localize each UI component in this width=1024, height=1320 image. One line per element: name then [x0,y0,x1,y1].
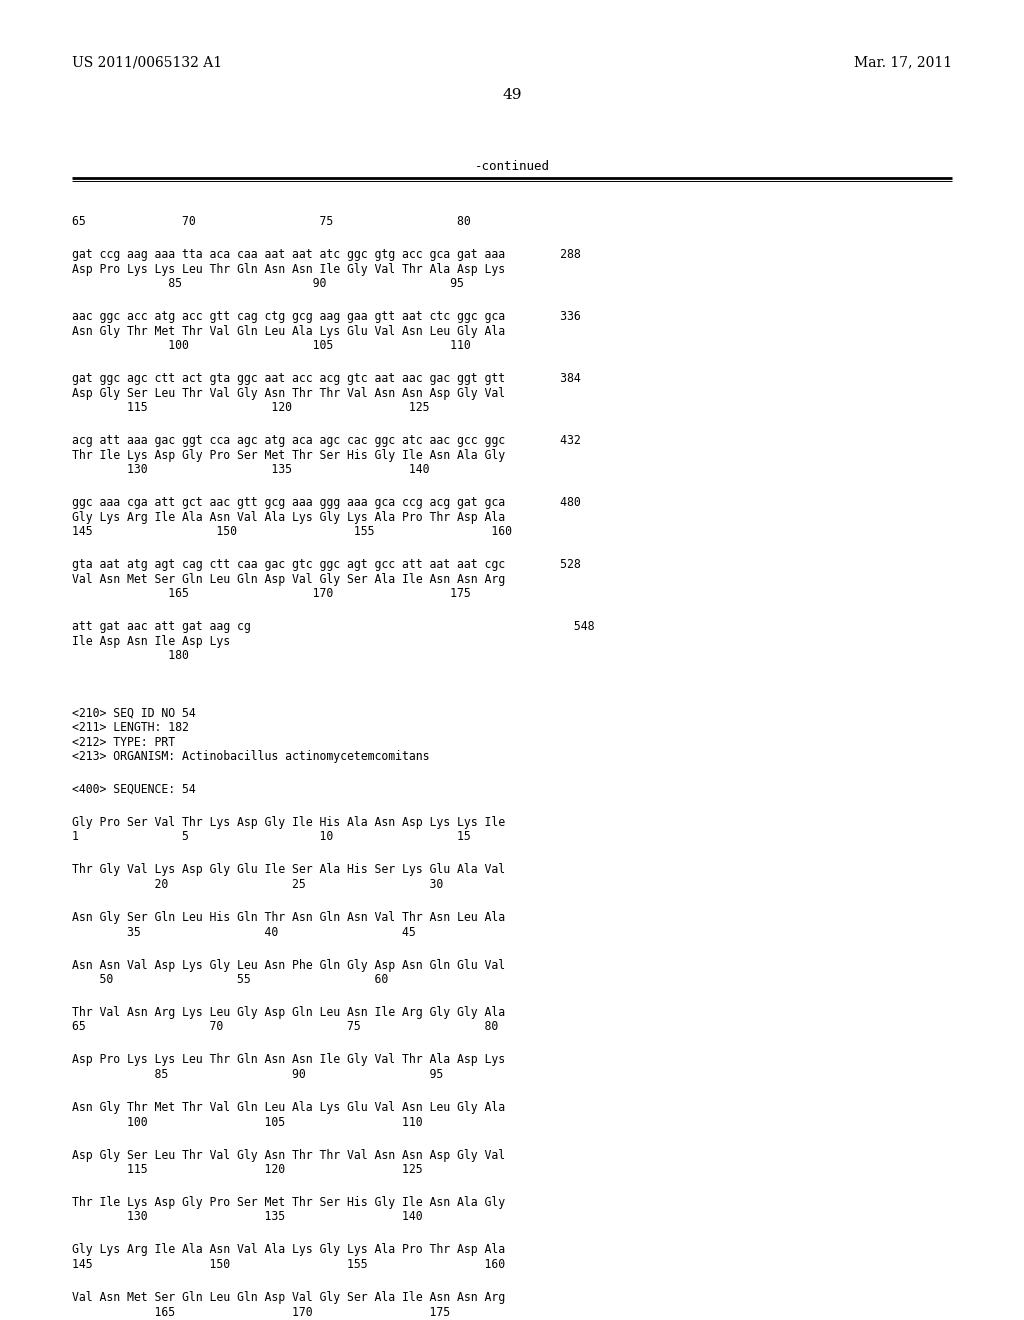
Text: <212> TYPE: PRT: <212> TYPE: PRT [72,735,175,748]
Text: gta aat atg agt cag ctt caa gac gtc ggc agt gcc att aat aat cgc        528: gta aat atg agt cag ctt caa gac gtc ggc … [72,558,581,572]
Text: <210> SEQ ID NO 54: <210> SEQ ID NO 54 [72,706,196,719]
Text: att gat aac att gat aag cg                                               548: att gat aac att gat aag cg 548 [72,620,595,634]
Text: aac ggc acc atg acc gtt cag ctg gcg aag gaa gtt aat ctc ggc gca        336: aac ggc acc atg acc gtt cag ctg gcg aag … [72,310,581,323]
Text: 1               5                   10                  15: 1 5 10 15 [72,830,471,843]
Text: 65                  70                  75                  80: 65 70 75 80 [72,1020,499,1034]
Text: Thr Ile Lys Asp Gly Pro Ser Met Thr Ser His Gly Ile Asn Ala Gly: Thr Ile Lys Asp Gly Pro Ser Met Thr Ser … [72,449,505,462]
Text: gat ggc agc ctt act gta ggc aat acc acg gtc aat aac gac ggt gtt        384: gat ggc agc ctt act gta ggc aat acc acg … [72,372,581,385]
Text: 65              70                  75                  80: 65 70 75 80 [72,215,471,228]
Text: 35                  40                  45: 35 40 45 [72,925,416,939]
Text: 100                 105                 110: 100 105 110 [72,1115,423,1129]
Text: US 2011/0065132 A1: US 2011/0065132 A1 [72,55,222,69]
Text: <211> LENGTH: 182: <211> LENGTH: 182 [72,721,188,734]
Text: Asp Pro Lys Lys Leu Thr Gln Asn Asn Ile Gly Val Thr Ala Asp Lys: Asp Pro Lys Lys Leu Thr Gln Asn Asn Ile … [72,1053,505,1067]
Text: Asp Pro Lys Lys Leu Thr Gln Asn Asn Ile Gly Val Thr Ala Asp Lys: Asp Pro Lys Lys Leu Thr Gln Asn Asn Ile … [72,263,505,276]
Text: 165                 170                 175: 165 170 175 [72,1305,451,1319]
Text: 130                  135                 140: 130 135 140 [72,463,429,477]
Text: Thr Ile Lys Asp Gly Pro Ser Met Thr Ser His Gly Ile Asn Ala Gly: Thr Ile Lys Asp Gly Pro Ser Met Thr Ser … [72,1196,505,1209]
Text: Val Asn Met Ser Gln Leu Gln Asp Val Gly Ser Ala Ile Asn Asn Arg: Val Asn Met Ser Gln Leu Gln Asp Val Gly … [72,1291,505,1304]
Text: Thr Val Asn Arg Lys Leu Gly Asp Gln Leu Asn Ile Arg Gly Gly Ala: Thr Val Asn Arg Lys Leu Gly Asp Gln Leu … [72,1006,505,1019]
Text: Gly Lys Arg Ile Ala Asn Val Ala Lys Gly Lys Ala Pro Thr Asp Ala: Gly Lys Arg Ile Ala Asn Val Ala Lys Gly … [72,511,505,524]
Text: Asn Asn Val Asp Lys Gly Leu Asn Phe Gln Gly Asp Asn Gln Glu Val: Asn Asn Val Asp Lys Gly Leu Asn Phe Gln … [72,958,505,972]
Text: 49: 49 [502,88,522,102]
Text: 85                   90                  95: 85 90 95 [72,277,464,290]
Text: 100                  105                 110: 100 105 110 [72,339,471,352]
Text: Val Asn Met Ser Gln Leu Gln Asp Val Gly Ser Ala Ile Asn Asn Arg: Val Asn Met Ser Gln Leu Gln Asp Val Gly … [72,573,505,586]
Text: ggc aaa cga att gct aac gtt gcg aaa ggg aaa gca ccg acg gat gca        480: ggc aaa cga att gct aac gtt gcg aaa ggg … [72,496,581,510]
Text: Asn Gly Thr Met Thr Val Gln Leu Ala Lys Glu Val Asn Leu Gly Ala: Asn Gly Thr Met Thr Val Gln Leu Ala Lys … [72,325,505,338]
Text: 130                 135                 140: 130 135 140 [72,1210,423,1224]
Text: acg att aaa gac ggt cca agc atg aca agc cac ggc atc aac gcc ggc        432: acg att aaa gac ggt cca agc atg aca agc … [72,434,581,447]
Text: <400> SEQUENCE: 54: <400> SEQUENCE: 54 [72,783,196,796]
Text: Ile Asp Asn Ile Asp Lys: Ile Asp Asn Ile Asp Lys [72,635,230,648]
Text: 115                  120                 125: 115 120 125 [72,401,429,414]
Text: -continued: -continued [474,160,550,173]
Text: 115                 120                 125: 115 120 125 [72,1163,423,1176]
Text: gat ccg aag aaa tta aca caa aat aat atc ggc gtg acc gca gat aaa        288: gat ccg aag aaa tta aca caa aat aat atc … [72,248,581,261]
Text: Gly Pro Ser Val Thr Lys Asp Gly Ile His Ala Asn Asp Lys Lys Ile: Gly Pro Ser Val Thr Lys Asp Gly Ile His … [72,816,505,829]
Text: <213> ORGANISM: Actinobacillus actinomycetemcomitans: <213> ORGANISM: Actinobacillus actinomyc… [72,750,429,763]
Text: 180: 180 [72,649,188,663]
Text: Asn Gly Ser Gln Leu His Gln Thr Asn Gln Asn Val Thr Asn Leu Ala: Asn Gly Ser Gln Leu His Gln Thr Asn Gln … [72,911,505,924]
Text: Asn Gly Thr Met Thr Val Gln Leu Ala Lys Glu Val Asn Leu Gly Ala: Asn Gly Thr Met Thr Val Gln Leu Ala Lys … [72,1101,505,1114]
Text: Asp Gly Ser Leu Thr Val Gly Asn Thr Thr Val Asn Asn Asp Gly Val: Asp Gly Ser Leu Thr Val Gly Asn Thr Thr … [72,387,505,400]
Text: 20                  25                  30: 20 25 30 [72,878,443,891]
Text: Gly Lys Arg Ile Ala Asn Val Ala Lys Gly Lys Ala Pro Thr Asp Ala: Gly Lys Arg Ile Ala Asn Val Ala Lys Gly … [72,1243,505,1257]
Text: 145                  150                 155                 160: 145 150 155 160 [72,525,512,539]
Text: Mar. 17, 2011: Mar. 17, 2011 [854,55,952,69]
Text: 50                  55                  60: 50 55 60 [72,973,388,986]
Text: Asp Gly Ser Leu Thr Val Gly Asn Thr Thr Val Asn Asn Asp Gly Val: Asp Gly Ser Leu Thr Val Gly Asn Thr Thr … [72,1148,505,1162]
Text: 85                  90                  95: 85 90 95 [72,1068,443,1081]
Text: Thr Gly Val Lys Asp Gly Glu Ile Ser Ala His Ser Lys Glu Ala Val: Thr Gly Val Lys Asp Gly Glu Ile Ser Ala … [72,863,505,876]
Text: 165                  170                 175: 165 170 175 [72,587,471,601]
Text: 145                 150                 155                 160: 145 150 155 160 [72,1258,505,1271]
